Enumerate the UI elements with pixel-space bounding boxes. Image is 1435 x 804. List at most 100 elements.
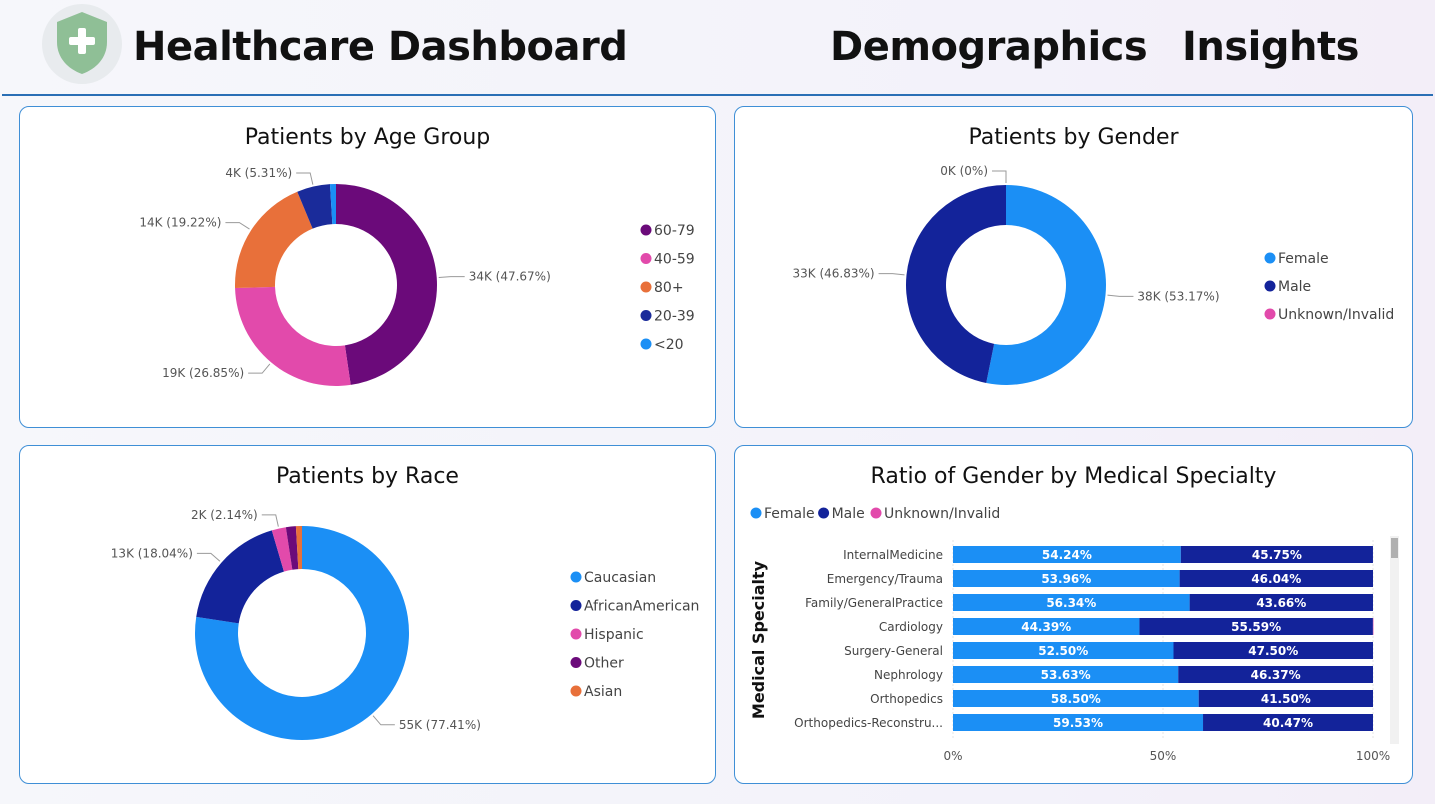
data-label-caucasian: 55K (77.41%) [399,718,481,732]
donut-slice-other[interactable] [285,526,299,570]
donut-slice-60-79[interactable] [336,184,437,385]
bar-female-emergency-trauma[interactable] [953,570,1180,587]
legend-label-africanamerican[interactable]: AfricanAmerican [584,599,699,615]
bar-female-surgery-general[interactable] [953,642,1174,659]
chart-title-gender: Patients by Gender [968,125,1179,150]
legend-label-asian[interactable]: Asian [584,684,622,700]
y-tick-label-internalmedicine: InternalMedicine [843,548,943,562]
legend-label-female[interactable]: Female [1278,251,1329,267]
y-tick-label-orthopedics-reconstru: Orthopedics-Reconstru... [794,716,943,730]
bar-female-cardiology[interactable] [953,618,1140,635]
bar-male-orthopedics-reconstru[interactable] [1203,714,1373,731]
x-tick-label-0: 0% [943,749,962,763]
bar-label-male-orthopedics: 41.50% [1261,692,1311,706]
leader-line-20-39 [296,172,314,185]
header-divider [2,94,1433,96]
scrollbar-track[interactable] [1390,536,1399,744]
bar-label-male-surgery-general: 47.50% [1248,644,1298,658]
bar-female-orthopedics-reconstru[interactable] [953,714,1204,731]
bar-male-orthopedics[interactable] [1198,690,1373,707]
bar-male-nephrology[interactable] [1178,666,1373,683]
legend-label-20[interactable]: <20 [654,337,684,353]
nav-demographics[interactable]: Demographics [830,24,1148,70]
donut-slice-40-59[interactable] [235,286,351,386]
donut-slice-20[interactable] [329,184,336,225]
legend-marker-male [1264,280,1276,292]
legend-label-male[interactable]: Male [832,506,865,522]
data-label-40-59: 19K (26.85%) [162,366,244,380]
leader-line-40-59 [248,363,271,374]
donut-slice-female[interactable] [986,185,1106,385]
leader-line-male [878,273,905,276]
gender-donut-chart: 38K (53.17%) 33K (46.83%) 0K (0%) Female Mal… [792,164,1394,385]
legend-label-hispanic[interactable]: Hispanic [584,627,644,643]
legend-label-unknown-invalid[interactable]: Unknown/Invalid [1278,307,1394,323]
bar-label-female-family-generalpractice: 56.34% [1046,596,1096,610]
chart-title-race: Patients by Race [276,464,459,489]
data-label-20-39: 4K (5.31%) [225,166,292,180]
bar-female-family-generalpractice[interactable] [953,594,1190,611]
bar-male-cardiology[interactable] [1139,618,1373,635]
scrollbar-thumb[interactable] [1391,538,1398,558]
legend-label-caucasian[interactable]: Caucasian [584,570,656,586]
legend-marker-africanamerican [570,600,582,611]
bar-female-internalmedicine[interactable] [953,546,1181,563]
leader-line-80 [225,222,250,230]
bar-female-orthopedics[interactable] [953,690,1199,707]
legend-marker-female [750,507,762,519]
donut-slice-caucasian[interactable] [195,526,409,740]
logo [42,4,122,84]
bar-male-emergency-trauma[interactable] [1179,570,1373,587]
legend-label-female[interactable]: Female [764,506,815,522]
legend-label-male[interactable]: Male [1278,279,1311,295]
donut-slice-male[interactable] [905,185,1006,384]
y-tick-label-nephrology: Nephrology [874,668,943,682]
bar-male-internalmedicine[interactable] [1180,546,1373,563]
bar-label-female-surgery-general: 52.50% [1038,644,1088,658]
donut-slice-hispanic[interactable] [271,527,293,572]
bar-female-nephrology[interactable] [953,666,1179,683]
chart-title-age: Patients by Age Group [244,125,491,150]
dashboard-header: Healthcare Dashboard Demographics Insigh… [0,0,1435,96]
legend-marker-hispanic [570,628,582,640]
bar-unknown-invalid-cardiology[interactable] [1372,618,1374,635]
leader-line-unknown-invalid [992,170,1007,183]
nav-insights[interactable]: Insights [1182,24,1359,70]
panel-specialty: Ratio of Gender by Medical Specialty Fem… [734,445,1413,784]
bar-label-female-orthopedics-reconstru: 59.53% [1053,716,1103,730]
y-axis-title: Medical Specialty [749,560,768,719]
legend-marker-other [570,657,582,668]
leader-line-hispanic [261,514,279,527]
page-title: Healthcare Dashboard [133,24,628,70]
bar-label-male-cardiology: 55.59% [1231,620,1281,634]
donut-slice-20-39[interactable] [297,184,333,229]
bar-male-family-generalpractice[interactable] [1189,594,1373,611]
legend-label-60-79[interactable]: 60-79 [654,223,695,239]
legend-marker-60-79 [640,224,652,236]
legend-label-unknown-invalid[interactable]: Unknown/Invalid [884,506,1000,522]
legend-marker-40-59 [640,253,652,264]
y-tick-label-orthopedics: Orthopedics [870,692,943,706]
bar-label-female-orthopedics: 58.50% [1051,692,1101,706]
legend-label-40-59[interactable]: 40-59 [654,252,695,268]
bar-label-female-cardiology: 44.39% [1021,620,1071,634]
leader-line-female [1107,294,1134,297]
legend-marker-80 [640,281,652,293]
bar-male-surgery-general[interactable] [1173,642,1374,659]
donut-slice-80[interactable] [235,191,313,289]
legend-marker-20 [640,338,652,350]
legend-marker-20-39 [640,310,652,321]
donut-slice-africanamerican[interactable] [196,530,284,624]
donut-slice-asian[interactable] [295,526,302,570]
specialty-bar-chart: Female Male Unknown/Invalid Medical Special… [749,506,1399,763]
legend-label-20-39[interactable]: 20-39 [654,309,695,325]
data-label-male: 33K (46.83%) [792,267,874,281]
bar-label-male-orthopedics-reconstru: 40.47% [1263,716,1313,730]
x-tick-label-50: 50% [1150,749,1177,763]
bar-label-male-internalmedicine: 45.75% [1252,548,1302,562]
bar-label-female-internalmedicine: 54.24% [1042,548,1092,562]
bar-label-male-nephrology: 46.37% [1251,668,1301,682]
legend-label-80[interactable]: 80+ [654,280,684,296]
legend-label-other[interactable]: Other [584,656,624,672]
legend-marker-asian [570,685,582,697]
